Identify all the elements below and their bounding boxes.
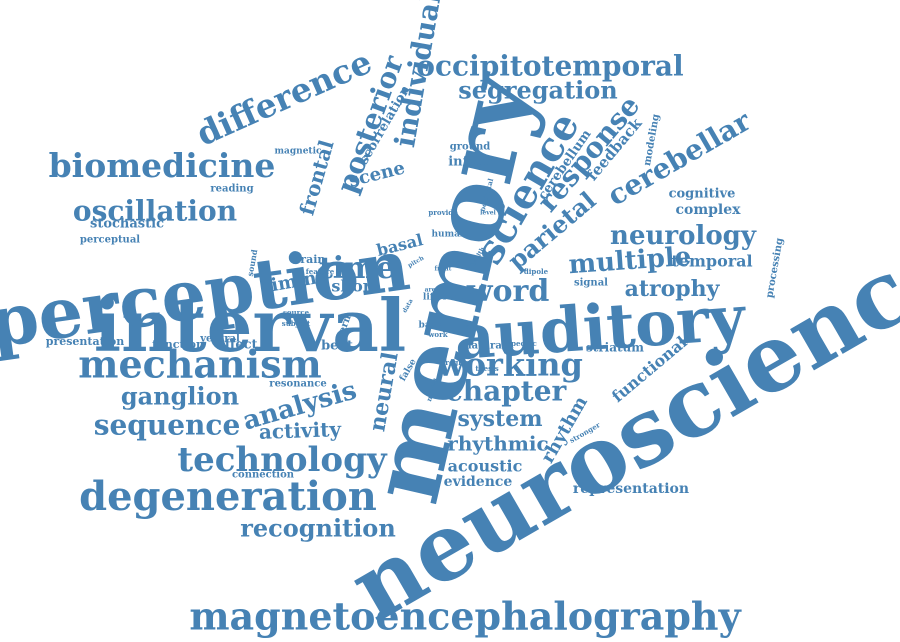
cloud-word-work: work xyxy=(427,330,447,339)
cloud-word-inferior: inferior xyxy=(448,155,504,170)
cloud-word-activity: activity xyxy=(259,417,343,444)
cloud-word-cognitive: cognitive xyxy=(669,187,736,202)
cloud-word-technology: technology xyxy=(177,440,388,480)
cloud-word-brain: brain xyxy=(293,253,326,266)
cloud-word-rhythmic: rhythmic xyxy=(447,432,548,456)
cloud-word-degeneration: degeneration xyxy=(79,473,377,520)
cloud-word-occipitotemporal: occipitotemporal xyxy=(416,50,683,83)
cloud-word-word: word xyxy=(466,274,550,309)
cloud-word-short: short xyxy=(331,277,379,296)
cloud-word-specific: specific xyxy=(507,339,537,348)
cloud-word-segregation: segregation xyxy=(458,76,617,105)
cloud-word-chapter: chapter xyxy=(446,375,568,408)
cloud-word-human: human xyxy=(432,230,467,240)
cloud-word-function: function xyxy=(152,338,204,351)
cloud-word-system: system xyxy=(458,406,543,432)
cloud-word-source: source xyxy=(283,308,310,317)
cloud-word-presentation: presentation xyxy=(46,335,124,348)
cloud-word-ganglion: ganglion xyxy=(121,382,239,411)
cloud-word-time: time xyxy=(319,251,395,286)
cloud-word-thesis: thesis xyxy=(475,364,498,373)
cloud-word-sound: sound xyxy=(245,248,260,277)
cloud-word-subject: subject xyxy=(282,319,311,328)
cloud-word-neurology: neurology xyxy=(610,221,757,251)
cloud-word-life-font: life font xyxy=(423,293,464,303)
cloud-word-front: front xyxy=(435,266,452,273)
cloud-word-representation: representation xyxy=(573,481,689,497)
cloud-word-base: base xyxy=(419,321,442,331)
cloud-word-ventral: ventral xyxy=(199,334,240,345)
cloud-word-region: region xyxy=(445,358,470,367)
cloud-word-reading: reading xyxy=(210,184,253,195)
cloud-word-ground: ground xyxy=(450,142,490,153)
cloud-word-connection: connection xyxy=(232,470,295,481)
cloud-word-complex: complex xyxy=(675,202,741,218)
cloud-word-oscillation: oscillation xyxy=(73,195,237,228)
cloud-word-striatum: striatum xyxy=(586,341,644,355)
cloud-word-novel: novel xyxy=(446,260,465,267)
cloud-word-effect: effect xyxy=(216,338,257,353)
cloud-word-magnetic: magnetic xyxy=(275,147,322,157)
cloud-word-fix: fix xyxy=(465,320,474,330)
cloud-word-dipole: dipole xyxy=(524,267,549,276)
cloud-word-working: working xyxy=(436,346,583,384)
cloud-word-level: level xyxy=(480,210,496,217)
cloud-word-evidence: evidence xyxy=(444,474,513,490)
cloud-word-biomedicine: biomedicine xyxy=(49,146,276,185)
cloud-word-stochastic: stochastic xyxy=(90,217,164,232)
cloud-word-provide: provide xyxy=(428,208,458,217)
cloud-word-beat: beat xyxy=(321,339,353,354)
cloud-word-recognition: recognition xyxy=(240,514,396,543)
cloud-word-feature: feature xyxy=(306,267,335,276)
cloud-word-perceptual: perceptual xyxy=(80,235,140,246)
cloud-word-resonance: resonance xyxy=(269,379,326,390)
cloud-word-mechanism: mechanism xyxy=(78,342,321,387)
cloud-word-sequence: sequence xyxy=(94,409,241,442)
cloud-word-acoustic: acoustic xyxy=(448,457,523,476)
cloud-word-area: area xyxy=(425,287,440,294)
cloud-word-signal: signal xyxy=(574,278,608,289)
cloud-word-stimulus: stimulus xyxy=(399,449,448,460)
cloud-word-natural: natural xyxy=(464,341,505,352)
cloud-word-interval: interval xyxy=(94,283,407,368)
cloud-word-temporal: temporal xyxy=(671,252,752,271)
cloud-word-atrophy: atrophy xyxy=(625,276,721,302)
cloud-word-magnetoencephalography: magnetoencephalography xyxy=(189,594,741,639)
